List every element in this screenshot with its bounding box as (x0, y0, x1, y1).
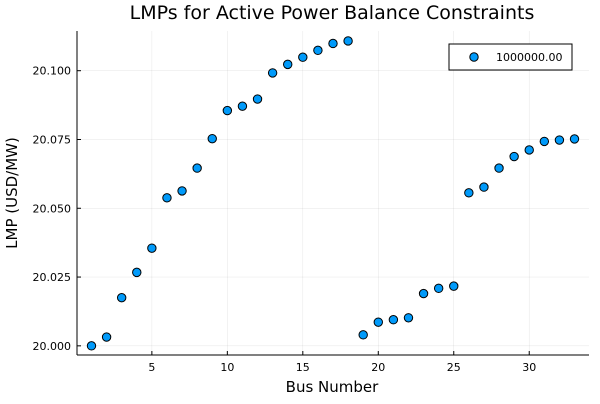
data-point (237, 101, 248, 111)
data-point (86, 341, 97, 351)
y-tick-label: 20.075 (33, 133, 72, 146)
data-point (101, 332, 112, 342)
y-tick-label: 20.100 (33, 65, 72, 78)
y-tick-label: 20.050 (33, 202, 72, 215)
data-point (252, 94, 263, 104)
data-points (86, 36, 580, 351)
x-tick-label: 25 (447, 361, 461, 374)
legend-label: 1000000.00 (496, 51, 562, 64)
x-tick-label: 5 (148, 361, 155, 374)
data-point (298, 52, 308, 62)
data-point (358, 330, 368, 340)
data-point (524, 145, 534, 155)
x-ticks: 5 10 15 20 25 30 (148, 351, 536, 374)
data-point (177, 186, 187, 196)
data-point (207, 133, 217, 144)
data-point (313, 45, 323, 56)
data-point (162, 193, 172, 203)
chart-title: LMPs for Active Power Balance Constraint… (130, 2, 535, 24)
data-point (147, 243, 157, 253)
x-tick-label: 15 (296, 361, 310, 374)
x-tick-label: 20 (371, 361, 385, 374)
x-tick-label: 10 (220, 361, 234, 374)
data-point (509, 151, 519, 162)
legend-marker (469, 52, 479, 62)
data-point (569, 134, 580, 144)
data-point (132, 267, 142, 278)
x-axis-title: Bus Number (286, 378, 379, 396)
y-tick-label: 20.000 (33, 340, 72, 353)
data-point (283, 59, 293, 70)
data-point (449, 281, 459, 291)
data-point (328, 38, 338, 49)
y-tick-label: 20.025 (33, 271, 72, 284)
data-point (464, 188, 474, 198)
data-point (192, 163, 202, 173)
data-point (373, 317, 383, 327)
data-point (539, 136, 550, 147)
data-point (494, 163, 504, 173)
data-point (479, 182, 489, 192)
grid (77, 31, 589, 355)
data-point (418, 288, 429, 299)
data-point (388, 315, 399, 325)
data-point (116, 292, 127, 303)
y-ticks: 20.000 20.025 20.050 20.075 20.100 (33, 65, 81, 353)
data-point (403, 313, 414, 323)
legend: 1000000.00 (448, 43, 573, 71)
data-point (343, 36, 353, 46)
data-point (554, 135, 565, 145)
data-point (222, 105, 233, 116)
y-axis-title: LMP (USD/MW) (3, 137, 21, 249)
axes (76, 31, 589, 356)
data-point (267, 68, 278, 78)
x-tick-label: 30 (522, 361, 536, 374)
data-point (433, 283, 444, 294)
